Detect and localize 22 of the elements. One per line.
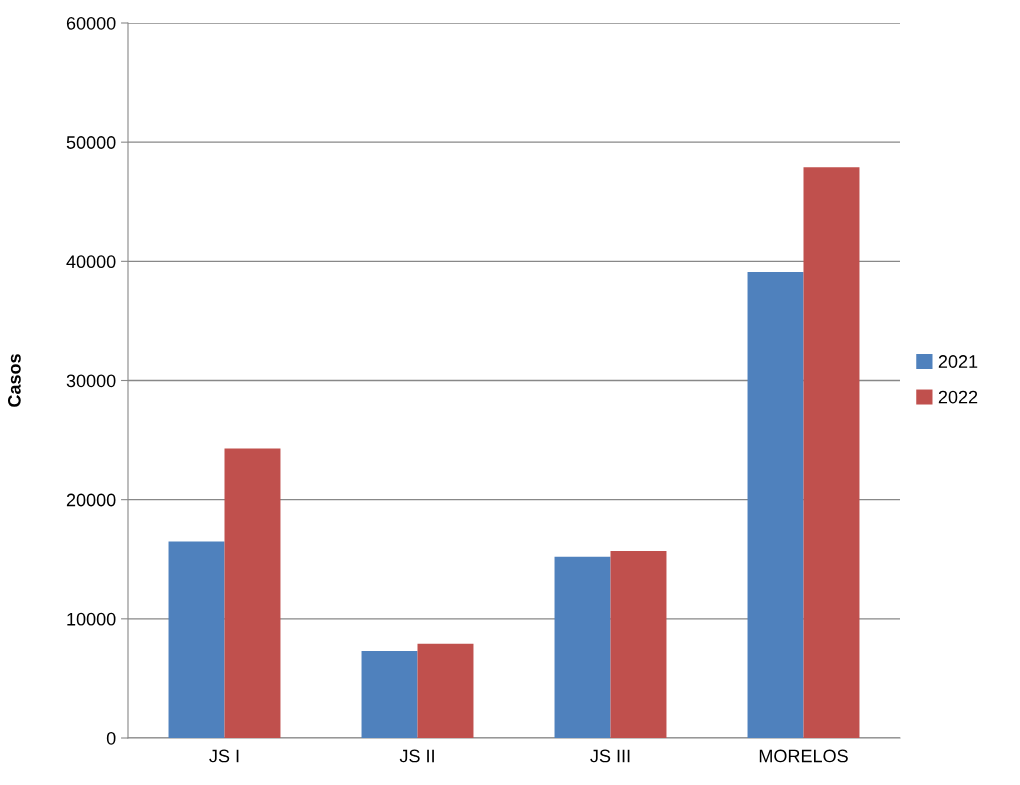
y-tick-label: 30000 — [66, 374, 116, 388]
y-axis-title: Casos — [7, 354, 21, 407]
bar — [361, 651, 418, 738]
bar — [417, 643, 474, 738]
bar — [610, 550, 667, 738]
y-tick-label: 20000 — [66, 493, 116, 507]
y-tick-label: 40000 — [66, 255, 116, 269]
y-tick-label: 60000 — [66, 16, 116, 30]
legend-label: 2021 — [938, 355, 978, 368]
y-tick-label: 50000 — [66, 136, 116, 149]
bar — [224, 448, 281, 738]
x-tick-label: JS III — [590, 749, 630, 763]
x-tick-label: JS I — [209, 749, 239, 763]
bar — [803, 167, 860, 738]
y-tick-label: 0 — [106, 731, 116, 745]
x-tick-label: MORELOS — [759, 749, 848, 763]
legend-label: 2022 — [938, 390, 978, 404]
y-tick-label: 10000 — [67, 612, 116, 626]
x-tick-label: JS II — [399, 749, 434, 763]
bar — [554, 556, 611, 738]
bar — [747, 272, 804, 738]
bar — [168, 541, 225, 738]
